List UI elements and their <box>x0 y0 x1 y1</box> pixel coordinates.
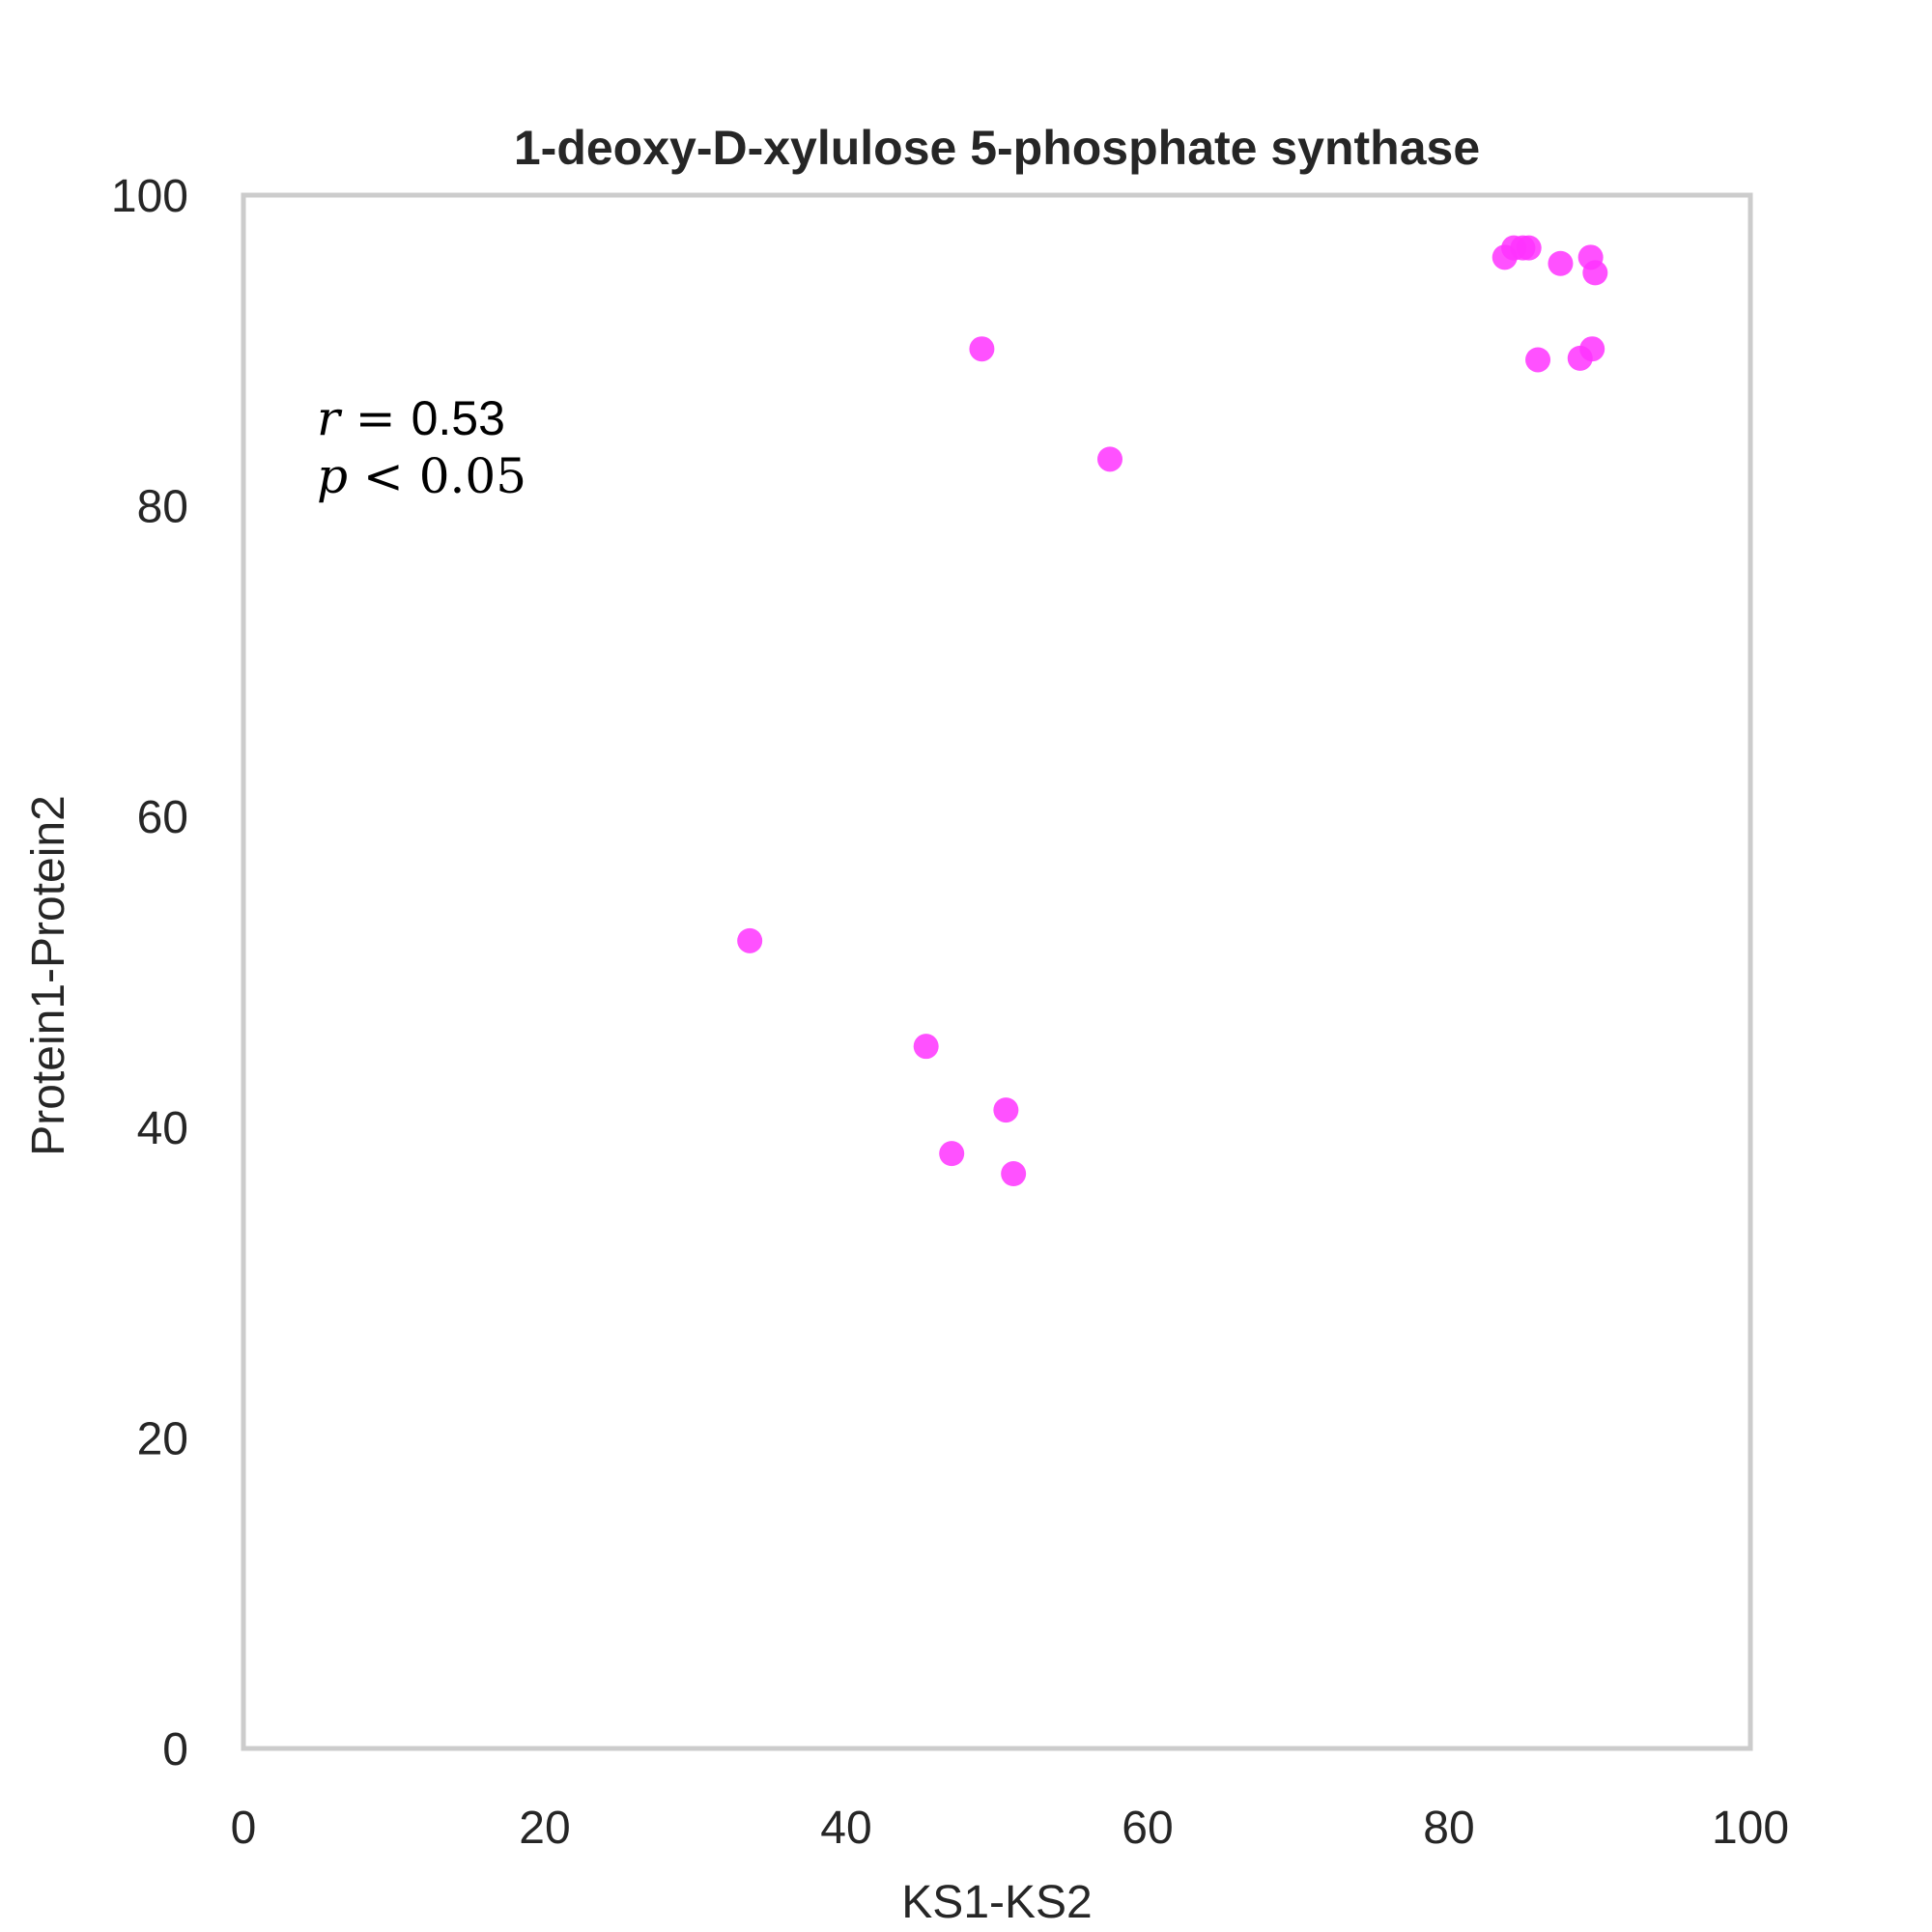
y-tick-label-1: 20 <box>137 1413 188 1464</box>
data-point-12 <box>737 927 763 953</box>
data-point-8 <box>1567 345 1593 371</box>
y-tick-label-2: 40 <box>137 1103 188 1154</box>
y-tick-label-0: 0 <box>162 1724 188 1776</box>
p-value-annotation: p < 0.05 <box>317 448 526 504</box>
data-point-6 <box>1582 260 1608 286</box>
x-tick-labels: 0 20 40 60 80 100 <box>231 1803 1789 1854</box>
data-point-9 <box>1525 347 1551 373</box>
r-value: 0.53 <box>412 391 505 445</box>
x-tick-label-1: 20 <box>519 1803 570 1854</box>
x-tick-label-3: 60 <box>1122 1803 1173 1854</box>
points-layer <box>737 235 1608 1187</box>
p-less-than: < <box>348 448 419 504</box>
y-tick-labels: 0 20 40 60 80 100 <box>111 171 188 1776</box>
data-point-10 <box>969 336 995 362</box>
y-axis-label: Protein1-Protein2 <box>23 795 74 1156</box>
x-tick-label-0: 0 <box>231 1803 257 1854</box>
plot-frame <box>241 192 1753 1751</box>
x-tick-label-2: 40 <box>820 1803 871 1854</box>
x-tick-label-4: 80 <box>1423 1803 1474 1854</box>
data-point-14 <box>993 1097 1019 1123</box>
data-point-3 <box>1516 235 1542 261</box>
x-tick-label-5: 100 <box>1712 1803 1789 1854</box>
data-point-16 <box>1001 1161 1027 1187</box>
y-tick-label-3: 60 <box>137 792 188 843</box>
p-symbol: p <box>317 448 348 504</box>
y-tick-label-4: 80 <box>137 482 188 533</box>
chart-title: 1-deoxy-D-xylulose 5-phosphate synthase <box>514 121 1480 175</box>
x-axis-label: KS1-KS2 <box>901 1877 1092 1928</box>
p-value: 0.05 <box>419 448 526 504</box>
r-equals: = <box>340 390 412 446</box>
data-point-4 <box>1548 250 1574 276</box>
r-symbol: r <box>317 390 343 446</box>
data-point-11 <box>1097 446 1122 472</box>
data-point-13 <box>913 1034 939 1060</box>
y-tick-label-5: 100 <box>111 171 188 222</box>
correlation-annotation: r = 0.53 <box>317 390 505 446</box>
data-point-15 <box>939 1141 965 1167</box>
